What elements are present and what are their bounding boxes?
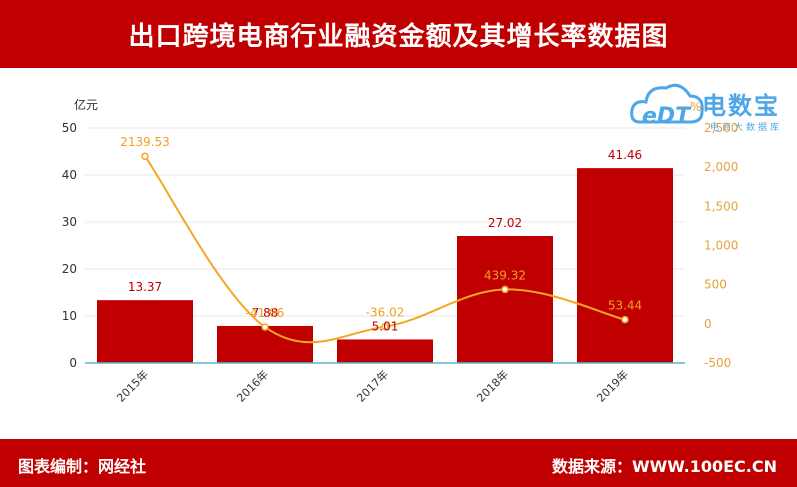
line-point [261, 323, 269, 331]
right-axis-tick: 500 [704, 278, 727, 292]
left-axis-tick: 50 [62, 121, 77, 135]
bar-value-label: 5.01 [372, 319, 399, 333]
line-value-label: -36.02 [366, 306, 405, 320]
bar [337, 339, 433, 363]
bar [217, 325, 313, 363]
right-axis-tick: 2,000 [704, 160, 738, 174]
left-axis-tick: 10 [62, 309, 77, 323]
bar-value-label: 7.88 [252, 306, 279, 320]
right-axis-tick: 1,500 [704, 199, 738, 213]
x-axis-tick: 2018年 [474, 367, 511, 404]
line-value-label: 53.44 [608, 299, 642, 313]
line-value-label: 439.32 [484, 268, 526, 282]
left-axis-tick: 20 [62, 262, 77, 276]
data-labels: 13.37 7.88 5.01 27.02 41.46 2139.53 -41.06 -36.… [120, 135, 642, 333]
left-axis-unit: 亿元 [74, 97, 98, 112]
right-axis-tick: -500 [704, 356, 731, 370]
footer-source-right: 数据来源：WWW.100EC.CN [551, 457, 777, 476]
line-point [621, 315, 629, 324]
bar-series [97, 168, 673, 363]
footer-source-left: 图表编制：网经社 [18, 457, 147, 476]
x-axis-tick: 2015年 [114, 367, 151, 404]
logo-name: 电数宝 [702, 92, 780, 120]
bar [457, 236, 553, 363]
bar-value-label: 27.02 [488, 216, 522, 230]
line-value-label: 2139.53 [120, 135, 170, 149]
right-axis-tick: 1,000 [704, 239, 738, 253]
chart-title: 出口跨境电商行业融资金额及其增长率数据图 [128, 21, 669, 52]
bar-value-label: 13.37 [128, 280, 162, 294]
line-point [501, 285, 509, 294]
x-axis-tick: 2017年 [354, 367, 391, 404]
growth-rate-line [144, 155, 626, 344]
bar [577, 168, 673, 363]
right-axis-tick: 0 [704, 317, 712, 331]
bar [97, 300, 193, 363]
chart-footer: 图表编制：网经社 数据来源：WWW.100EC.CN [0, 439, 797, 487]
left-axis-tick: 40 [62, 168, 77, 182]
right-axis-tick: 2,500 [704, 121, 738, 135]
x-axis-tick: 2019年 [594, 367, 631, 404]
bar-value-label: 41.46 [608, 148, 642, 162]
logo: eDT 电数宝 电商大数据库 [628, 74, 793, 136]
left-axis-tick: 0 [69, 356, 77, 370]
right-axis-unit: % [690, 100, 701, 114]
line-point [141, 152, 149, 160]
line-series [141, 152, 629, 344]
logo-subtitle: 电商大数据库 [710, 123, 783, 133]
line-value-label: -41.06 [246, 306, 285, 320]
logo-mark: eDT [642, 104, 691, 129]
cloud-logo-icon [630, 83, 704, 124]
left-axis-tick: 30 [62, 215, 77, 229]
chart-header: 出口跨境电商行业融资金额及其增长率数据图 [0, 0, 797, 68]
x-axis-tick: 2016年 [234, 367, 271, 404]
line-point [381, 322, 389, 331]
